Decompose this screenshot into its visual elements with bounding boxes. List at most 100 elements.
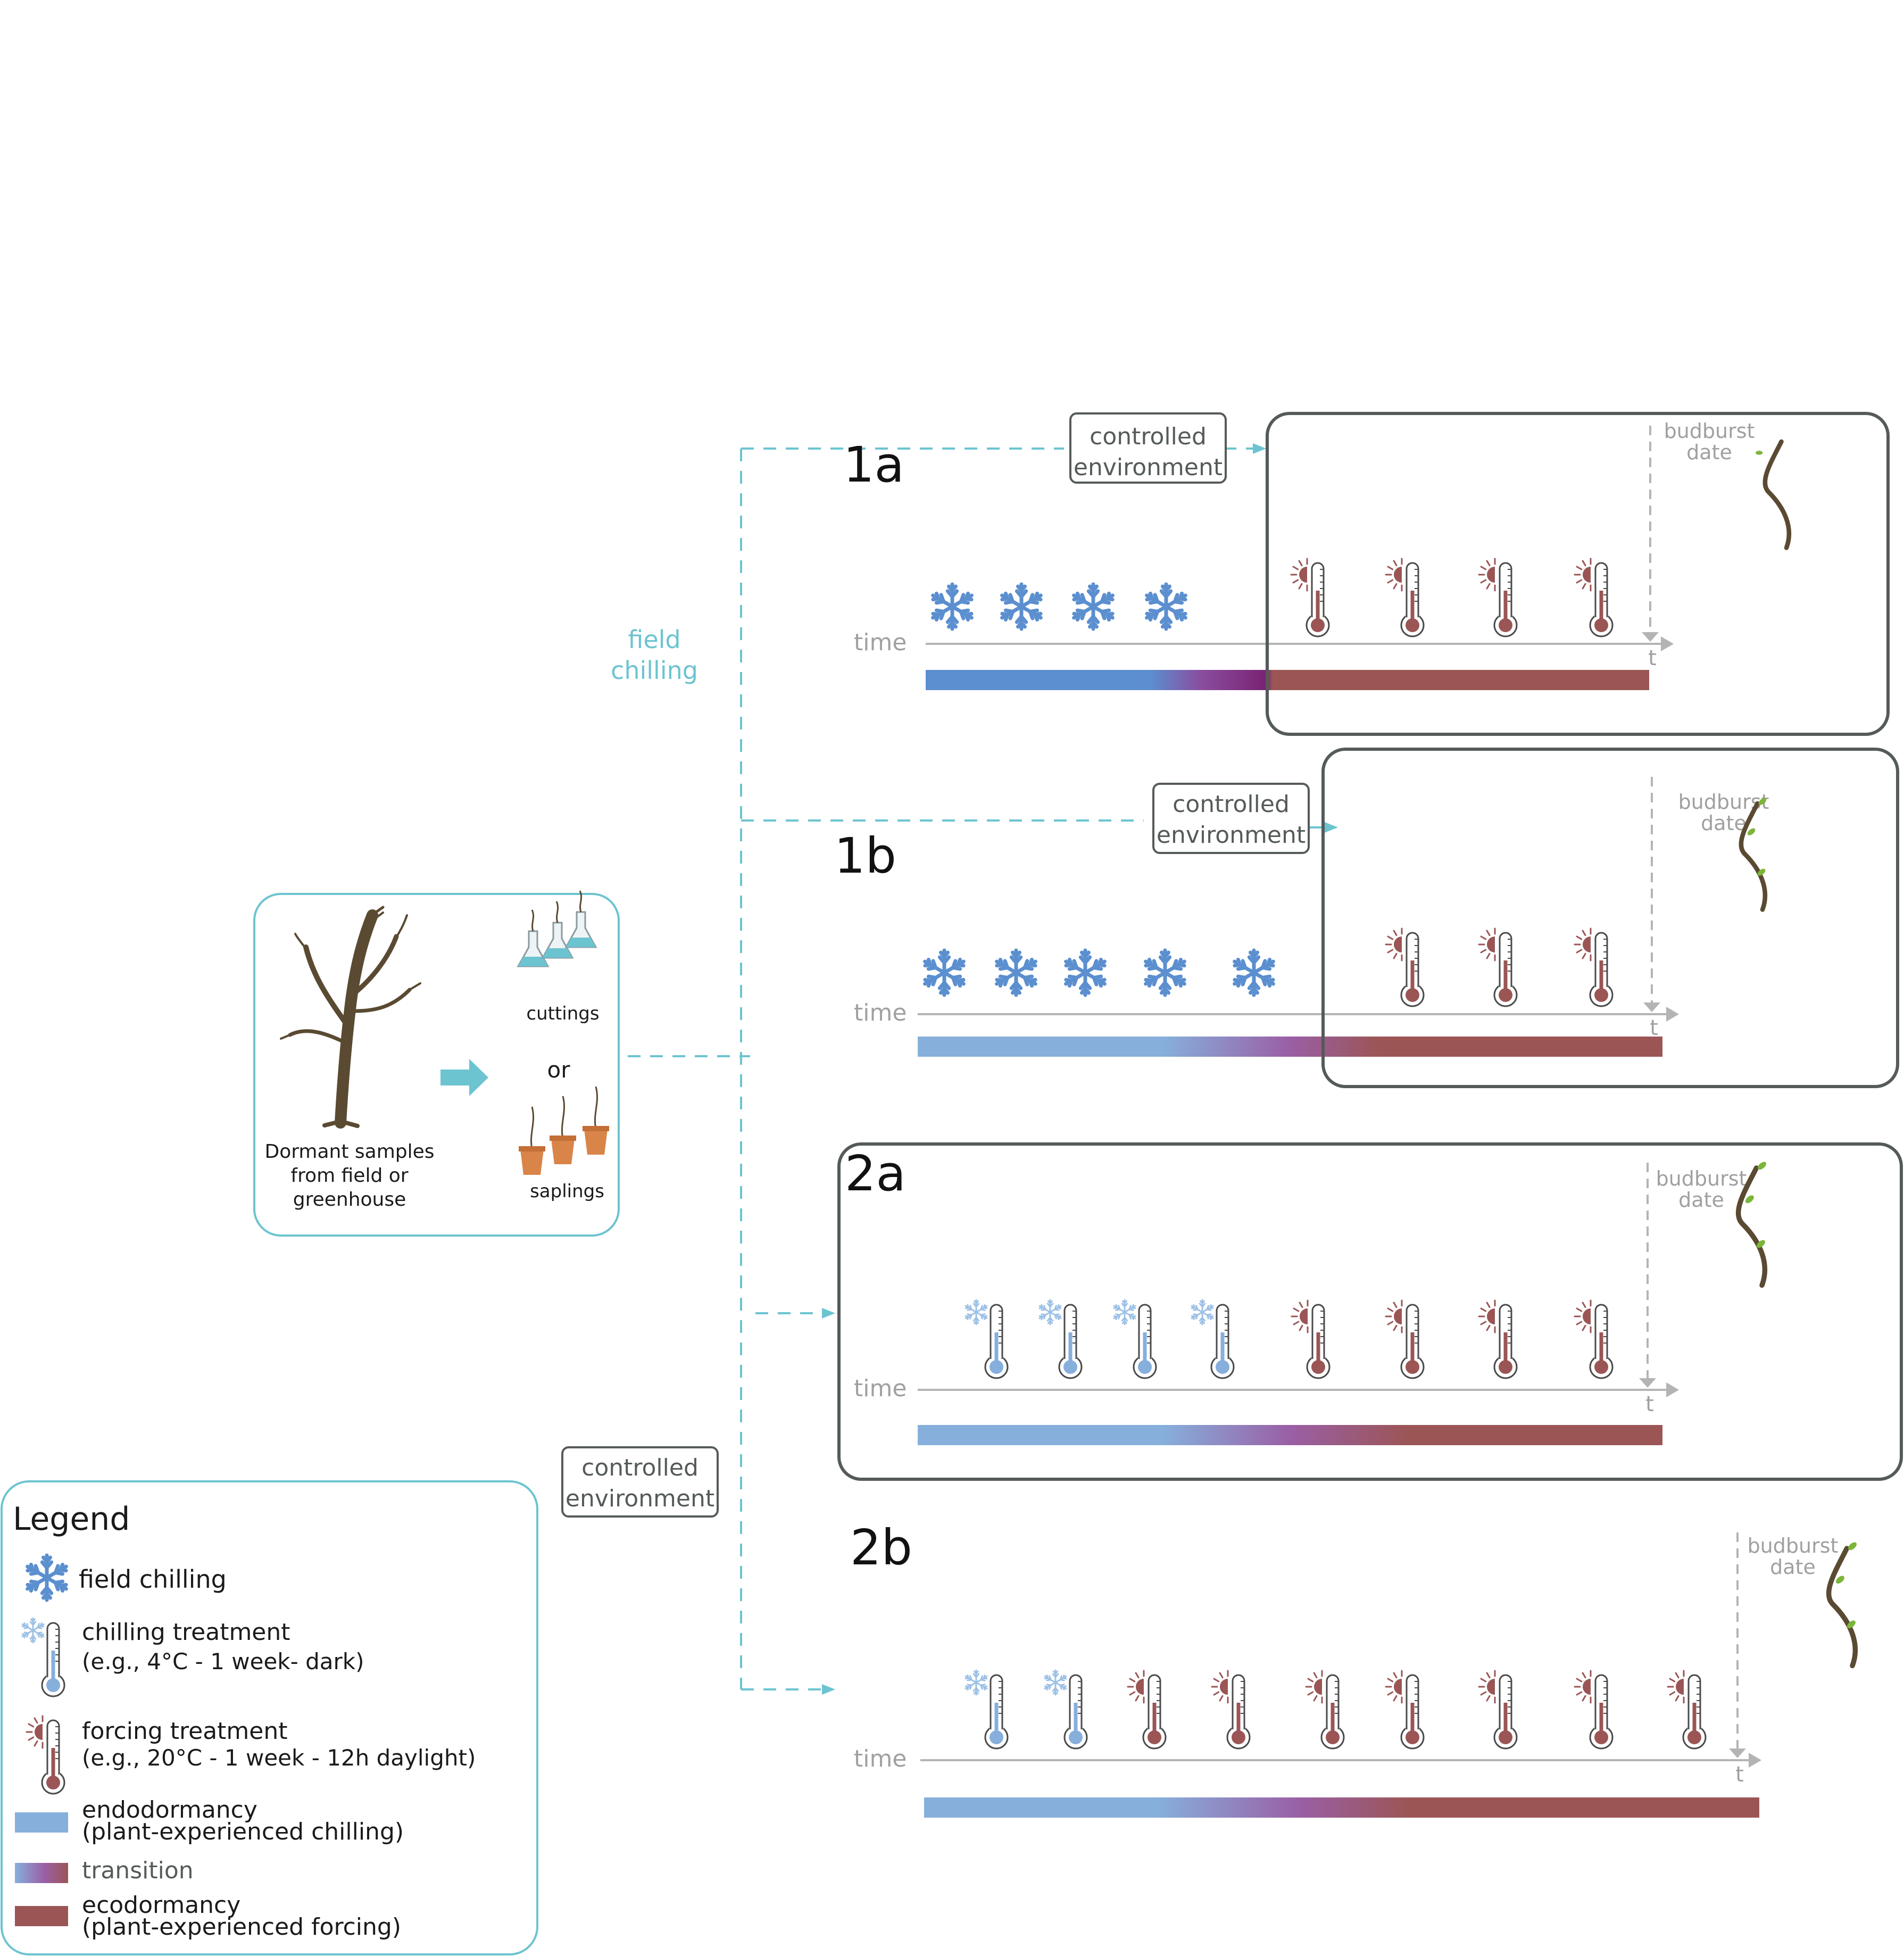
connector-lines xyxy=(628,447,1325,1690)
legend-endodormancy-detail: (plant-experienced chilling) xyxy=(82,1818,404,1845)
connector-arrowheads xyxy=(822,443,1338,1695)
field-chilling-label: field chilling xyxy=(611,625,698,685)
time-axis-arrowhead xyxy=(1749,1753,1761,1768)
twig-icon xyxy=(1826,1542,1858,1669)
forcing-treatment-thermometer-icon xyxy=(1667,1670,1707,1750)
legend-endodormancy-label: endodormancy xyxy=(82,1796,257,1824)
controlled-env-box-1b: controlled environment xyxy=(1152,783,1310,854)
legend-transition-label: transition xyxy=(82,1857,194,1884)
panel-title: 1a xyxy=(843,436,904,493)
sample-caption-line-1: Dormant samples xyxy=(264,1141,434,1163)
controlled-env-2-line-2: environment xyxy=(566,1485,714,1512)
forcing-treatment-thermometer-icon xyxy=(1574,558,1614,637)
panel-title: 2a xyxy=(845,1145,906,1202)
forcing-treatment-thermometer-icon xyxy=(1478,1670,1518,1750)
chilling-snowflake-icon xyxy=(21,1617,45,1644)
tree-icon xyxy=(280,906,421,1129)
chilling-snowflake-icon xyxy=(1191,1299,1214,1325)
legend-ecodormancy-label: ecodormancy xyxy=(82,1892,240,1919)
twig-icon xyxy=(1735,1162,1768,1288)
forcing-treatment-thermometer-icon xyxy=(1211,1670,1251,1750)
budburst-label-line-2: date xyxy=(1770,1555,1816,1579)
chilling-snowflake-icon xyxy=(965,1299,988,1325)
budburst-label-line-2: date xyxy=(1678,1188,1724,1212)
flask-cuttings-icon xyxy=(517,890,597,967)
field-chilling-snowflake-icon xyxy=(1144,948,1186,997)
budburst-arrowhead xyxy=(1642,632,1659,642)
forcing-treatment-thermometer-icon xyxy=(1385,558,1425,637)
field-chilling-line-2: chilling xyxy=(611,656,698,685)
budburst-arrowhead xyxy=(1639,1378,1656,1388)
legend-snowflake-icon xyxy=(26,1553,68,1602)
forcing-treatment-thermometer-icon xyxy=(1385,927,1425,1007)
field-chilling-snowflake-icon xyxy=(995,948,1037,997)
controlled-env-1a-line-2: environment xyxy=(1074,454,1223,481)
dormancy-bar xyxy=(918,1037,1662,1057)
forcing-treatment-thermometer-icon xyxy=(1305,1670,1345,1750)
budburst-label-line-2: date xyxy=(1686,441,1732,464)
dormancy-bar xyxy=(924,1797,1759,1818)
legend-field-chilling-label: field chilling xyxy=(79,1565,227,1594)
t-label: t xyxy=(1645,1392,1654,1416)
field-chilling-snowflake-icon xyxy=(1072,582,1115,631)
t-label: t xyxy=(1735,1762,1744,1787)
field-chilling-snowflake-icon xyxy=(1064,948,1107,997)
forcing-treatment-thermometer-icon xyxy=(1385,1299,1425,1379)
chilling-treatment-thermometer-icon xyxy=(1191,1299,1235,1379)
forcing-treatment-thermometer-icon xyxy=(1385,1670,1425,1750)
forcing-treatment-thermometer-icon xyxy=(1290,558,1330,637)
field-chilling-snowflake-icon xyxy=(923,948,966,997)
chilling-snowflake-icon xyxy=(1038,1299,1062,1325)
budburst-label-line-1: budburst xyxy=(1664,419,1755,443)
sample-box: Dormant samples from field or greenhouse xyxy=(253,890,620,1237)
time-label: time xyxy=(854,999,907,1026)
legend: Legend field chilling chilling treatment… xyxy=(1,1480,538,1955)
legend-chilling-treatment-label: chilling treatment xyxy=(82,1619,290,1646)
controlled-environment-frame xyxy=(1266,412,1890,736)
forcing-treatment-thermometer-icon xyxy=(1478,1299,1518,1379)
legend-chilling-thermometer-icon xyxy=(21,1617,65,1697)
forcing-treatment-thermometer-icon xyxy=(1478,558,1518,637)
legend-ecodormancy-detail: (plant-experienced forcing) xyxy=(82,1913,401,1941)
forcing-treatment-thermometer-icon xyxy=(1478,927,1518,1007)
legend-forcing-thermometer-icon xyxy=(26,1715,65,1795)
twig-icon xyxy=(1739,798,1768,912)
arrow-icon xyxy=(440,1059,488,1096)
controlled-env-1b-line-1: controlled xyxy=(1173,791,1290,818)
field-chilling-snowflake-icon xyxy=(1145,582,1187,631)
field-chilling-line-1: field xyxy=(628,625,680,654)
budburst-label-line-1: budburst xyxy=(1748,1534,1839,1557)
controlled-environment-frame xyxy=(837,1142,1903,1481)
forcing-treatment-thermometer-icon xyxy=(1574,1299,1614,1379)
field-chilling-snowflake-icon xyxy=(1000,582,1043,631)
field-chilling-snowflake-icon xyxy=(1233,948,1275,997)
t-label: t xyxy=(1650,1016,1658,1040)
controlled-environment-frame xyxy=(1321,748,1899,1088)
sample-caption-line-2: from field or xyxy=(290,1165,408,1187)
forcing-treatment-thermometer-icon xyxy=(1127,1670,1167,1750)
forcing-treatment-thermometer-icon xyxy=(1574,1670,1614,1750)
legend-ecodormancy-swatch xyxy=(15,1906,68,1926)
chilling-treatment-thermometer-icon xyxy=(1113,1299,1157,1379)
legend-title: Legend xyxy=(13,1501,130,1538)
chilling-snowflake-icon xyxy=(965,1669,988,1696)
chilling-treatment-thermometer-icon xyxy=(1044,1669,1088,1750)
sample-caption-line-3: greenhouse xyxy=(293,1189,406,1211)
time-axis-arrowhead xyxy=(1661,636,1674,651)
chilling-treatment-thermometer-icon xyxy=(965,1299,1009,1379)
forcing-treatment-thermometer-icon xyxy=(1291,1299,1331,1379)
controlled-env-box-2: controlled environment xyxy=(561,1446,719,1518)
forcing-treatment-thermometer-icon xyxy=(1574,927,1614,1007)
controlled-env-2-line-1: controlled xyxy=(581,1454,699,1481)
legend-chilling-treatment-detail: (e.g., 4°C - 1 week- dark) xyxy=(82,1648,364,1675)
budburst-arrowhead xyxy=(1643,1002,1660,1012)
time-label: time xyxy=(854,1375,907,1402)
time-label: time xyxy=(854,629,907,656)
legend-transition-swatch xyxy=(15,1863,68,1883)
budburst-label-line-2: date xyxy=(1701,811,1747,835)
panel-title: 1b xyxy=(834,827,896,884)
panels: timetbudburstdate1atimetbudburstdate1bti… xyxy=(834,412,1903,1818)
legend-forcing-treatment-detail: (e.g., 20°C - 1 week - 12h daylight) xyxy=(82,1745,476,1771)
